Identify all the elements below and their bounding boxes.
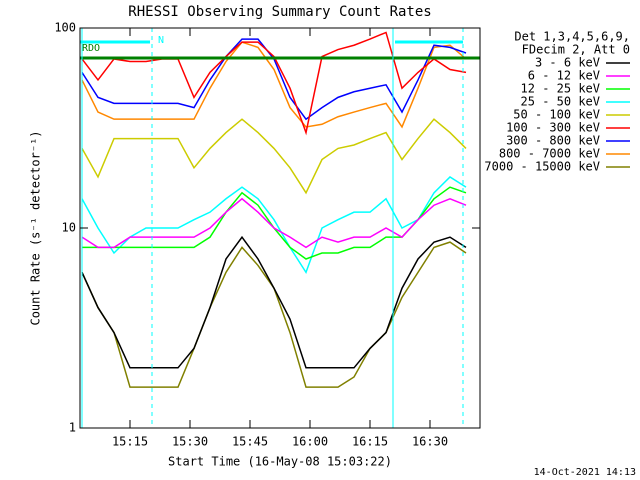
series-line <box>81 41 467 129</box>
legend-header: Det 1,3,4,5,6,9, <box>514 30 630 44</box>
flag-label: N <box>158 35 164 46</box>
legend-label: 800 - 7000 keV <box>499 147 600 161</box>
series-line <box>81 197 467 249</box>
legend-label: 25 - 50 keV <box>521 95 600 109</box>
legend-label: 300 - 800 keV <box>506 134 600 148</box>
y-tick-label: 1 <box>69 421 76 435</box>
y-tick-label: 100 <box>54 21 76 35</box>
legend-label: 3 - 6 keV <box>535 56 600 70</box>
flag-label: RDO <box>82 43 100 54</box>
series-line <box>81 118 467 195</box>
x-tick-label: 15:30 <box>172 435 208 449</box>
x-tick-label: 15:15 <box>112 435 148 449</box>
legend-label: 50 - 100 keV <box>513 108 600 122</box>
chart-title: RHESSI Observing Summary Count Rates <box>128 4 431 20</box>
legend-label: 7000 - 15000 keV <box>484 160 600 174</box>
y-axis-label: Count Rate (s⁻¹ detector⁻¹) <box>29 130 43 325</box>
legend-label: 6 - 12 keV <box>528 69 600 83</box>
series-line <box>81 175 467 275</box>
series-line <box>81 235 467 369</box>
x-axis-label: Start Time (16-May-08 15:03:22) <box>168 455 392 469</box>
legend-label: 100 - 300 keV <box>506 121 600 135</box>
x-tick-label: 15:45 <box>232 435 268 449</box>
y-tick-label: 10 <box>62 221 76 235</box>
footer: 14-Oct-2021 14:13 <box>534 467 636 478</box>
legend-label: 12 - 25 keV <box>521 82 600 96</box>
legend-header: FDecim 2, Att 0 <box>522 43 630 57</box>
x-tick-label: 16:30 <box>412 435 448 449</box>
x-tick-label: 16:15 <box>352 435 388 449</box>
x-tick-label: 16:00 <box>292 435 328 449</box>
